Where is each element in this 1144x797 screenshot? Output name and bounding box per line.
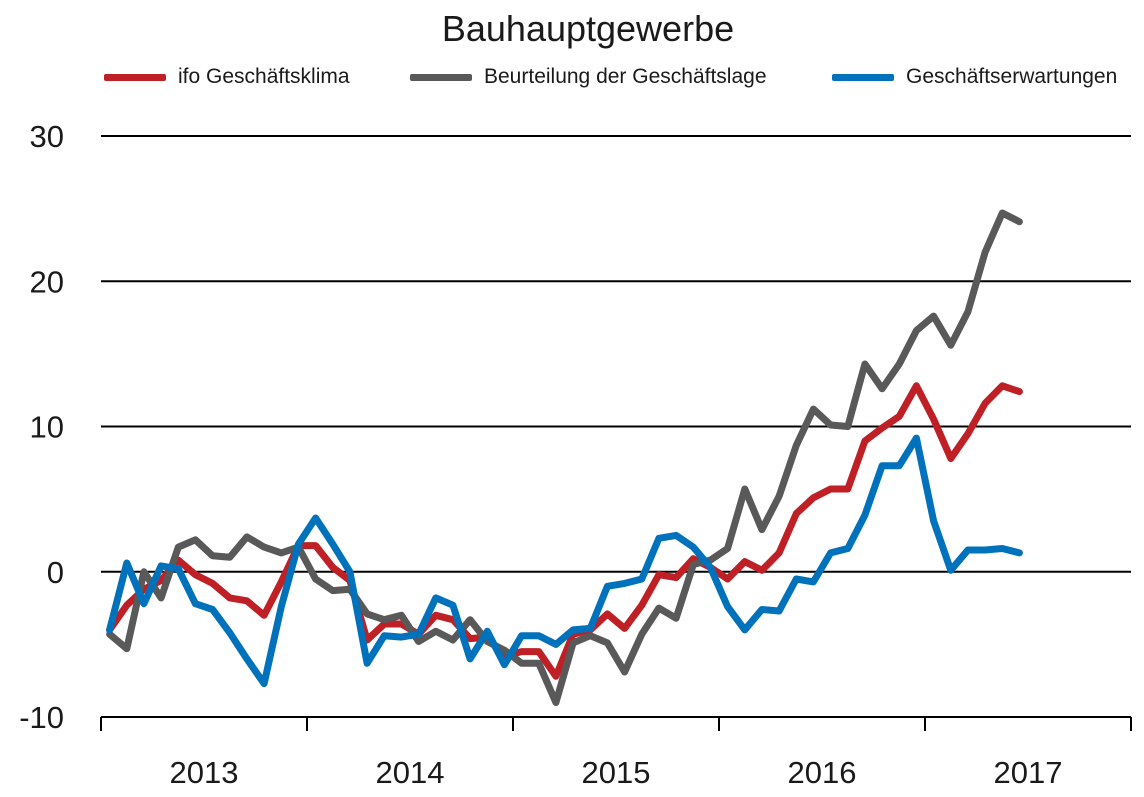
legend-label-geschaeftsklima: ifo Geschäftsklima (178, 65, 350, 88)
series-line-2 (106, 434, 1023, 688)
legend-swatch-geschaeftserwartungen (832, 73, 894, 81)
legend-label-geschaeftserwartungen: Geschäftserwartungen (906, 65, 1118, 88)
x-tick-label: 2014 (376, 755, 445, 790)
y-axis: 30 20 10 0 -10 (19, 119, 64, 735)
legend-item-geschaeftslage: Beurteilung der Geschäftslage (410, 62, 767, 92)
y-tick-label: 30 (30, 119, 64, 154)
legend-label-geschaeftslage: Beurteilung der Geschäftslage (484, 65, 767, 88)
series-lines (106, 209, 1023, 706)
gridlines (101, 135, 1131, 718)
legend-swatch-geschaeftsklima (104, 73, 166, 81)
x-tick-label: 2013 (170, 755, 239, 790)
x-tick-label: 2017 (994, 755, 1063, 790)
series-line-1 (106, 209, 1023, 706)
legend: ifo Geschäftsklima Beurteilung der Gesch… (0, 62, 1144, 92)
y-tick-label: 20 (30, 264, 64, 299)
chart-title: Bauhauptgewerbe (441, 8, 735, 49)
x-tick-label: 2015 (582, 755, 651, 790)
y-tick-label: 0 (47, 555, 64, 590)
legend-item-geschaeftsklima: ifo Geschäftsklima (104, 62, 350, 92)
series-line-0 (106, 382, 1023, 680)
y-tick-label: 10 (30, 410, 64, 445)
y-tick-label: -10 (19, 700, 64, 735)
x-axis: 2013 2014 2015 2016 2017 (100, 716, 1132, 790)
x-tick-label: 2016 (788, 755, 857, 790)
legend-swatch-geschaeftslage (410, 73, 472, 81)
legend-item-geschaeftserwartungen: Geschäftserwartungen (832, 62, 1117, 92)
